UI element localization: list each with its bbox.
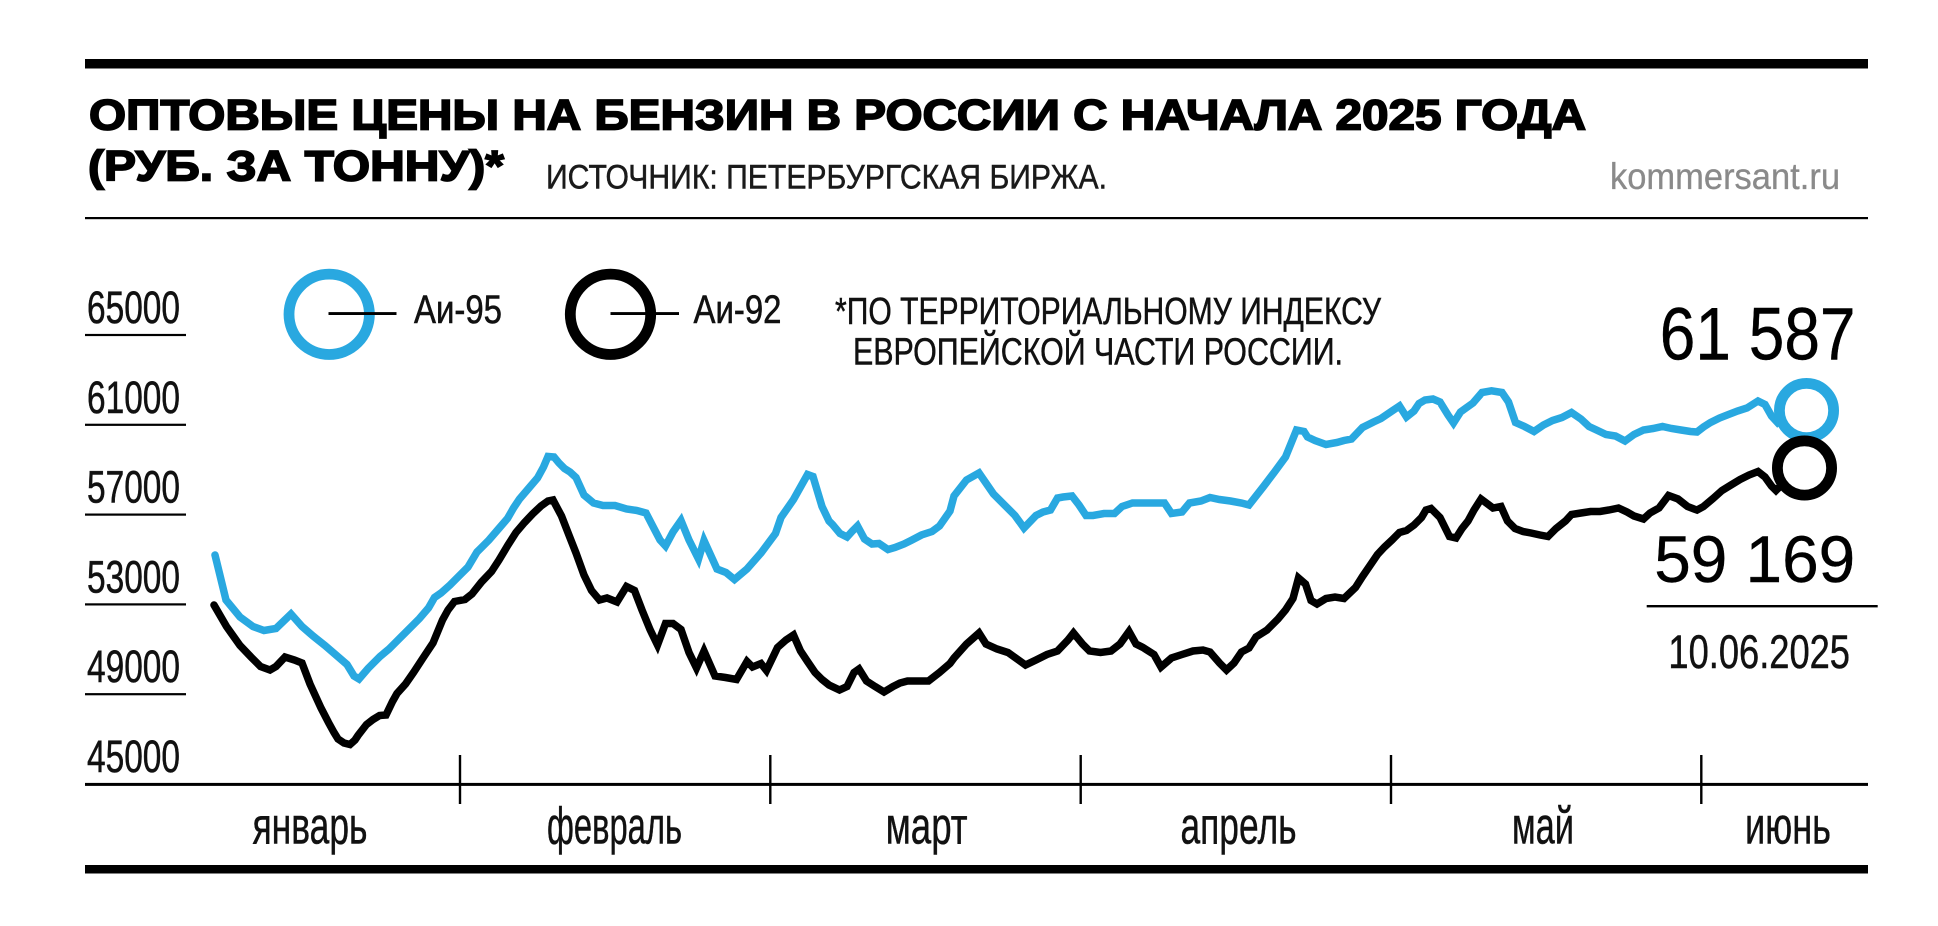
svg-text:июнь: июнь	[1745, 798, 1831, 856]
svg-text:10.06.2025: 10.06.2025	[1668, 625, 1850, 678]
svg-text:61000: 61000	[87, 372, 180, 423]
svg-text:45000: 45000	[87, 731, 180, 782]
svg-text:kommersant.ru: kommersant.ru	[1610, 156, 1840, 197]
svg-text:59 169: 59 169	[1654, 523, 1855, 596]
svg-text:(РУБ. ЗА ТОННУ)*: (РУБ. ЗА ТОННУ)*	[88, 143, 504, 191]
svg-text:Аи-92: Аи-92	[694, 288, 782, 332]
svg-text:январь: январь	[253, 798, 368, 856]
svg-text:Аи-95: Аи-95	[414, 288, 502, 332]
svg-text:65000: 65000	[87, 282, 180, 333]
svg-text:53000: 53000	[87, 551, 180, 602]
svg-text:ИСТОЧНИК: ПЕТЕРБУРГСКАЯ БИРЖА.: ИСТОЧНИК: ПЕТЕРБУРГСКАЯ БИРЖА.	[546, 159, 1107, 197]
svg-text:57000: 57000	[87, 462, 180, 513]
svg-text:61 587: 61 587	[1660, 292, 1856, 375]
svg-text:ЕВРОПЕЙСКОЙ ЧАСТИ РОССИИ.: ЕВРОПЕЙСКОЙ ЧАСТИ РОССИИ.	[853, 329, 1343, 374]
svg-text:апрель: апрель	[1181, 798, 1297, 856]
svg-text:февраль: февраль	[547, 798, 682, 856]
svg-text:*ПО ТЕРРИТОРИАЛЬНОМУ ИНДЕКСУ: *ПО ТЕРРИТОРИАЛЬНОМУ ИНДЕКСУ	[835, 291, 1382, 333]
svg-text:ОПТОВЫЕ ЦЕНЫ НА БЕНЗИН В РОССИ: ОПТОВЫЕ ЦЕНЫ НА БЕНЗИН В РОССИИ С НАЧАЛА…	[89, 91, 1586, 139]
svg-text:49000: 49000	[87, 641, 180, 692]
svg-text:май: май	[1512, 798, 1574, 856]
svg-text:март: март	[886, 798, 968, 856]
